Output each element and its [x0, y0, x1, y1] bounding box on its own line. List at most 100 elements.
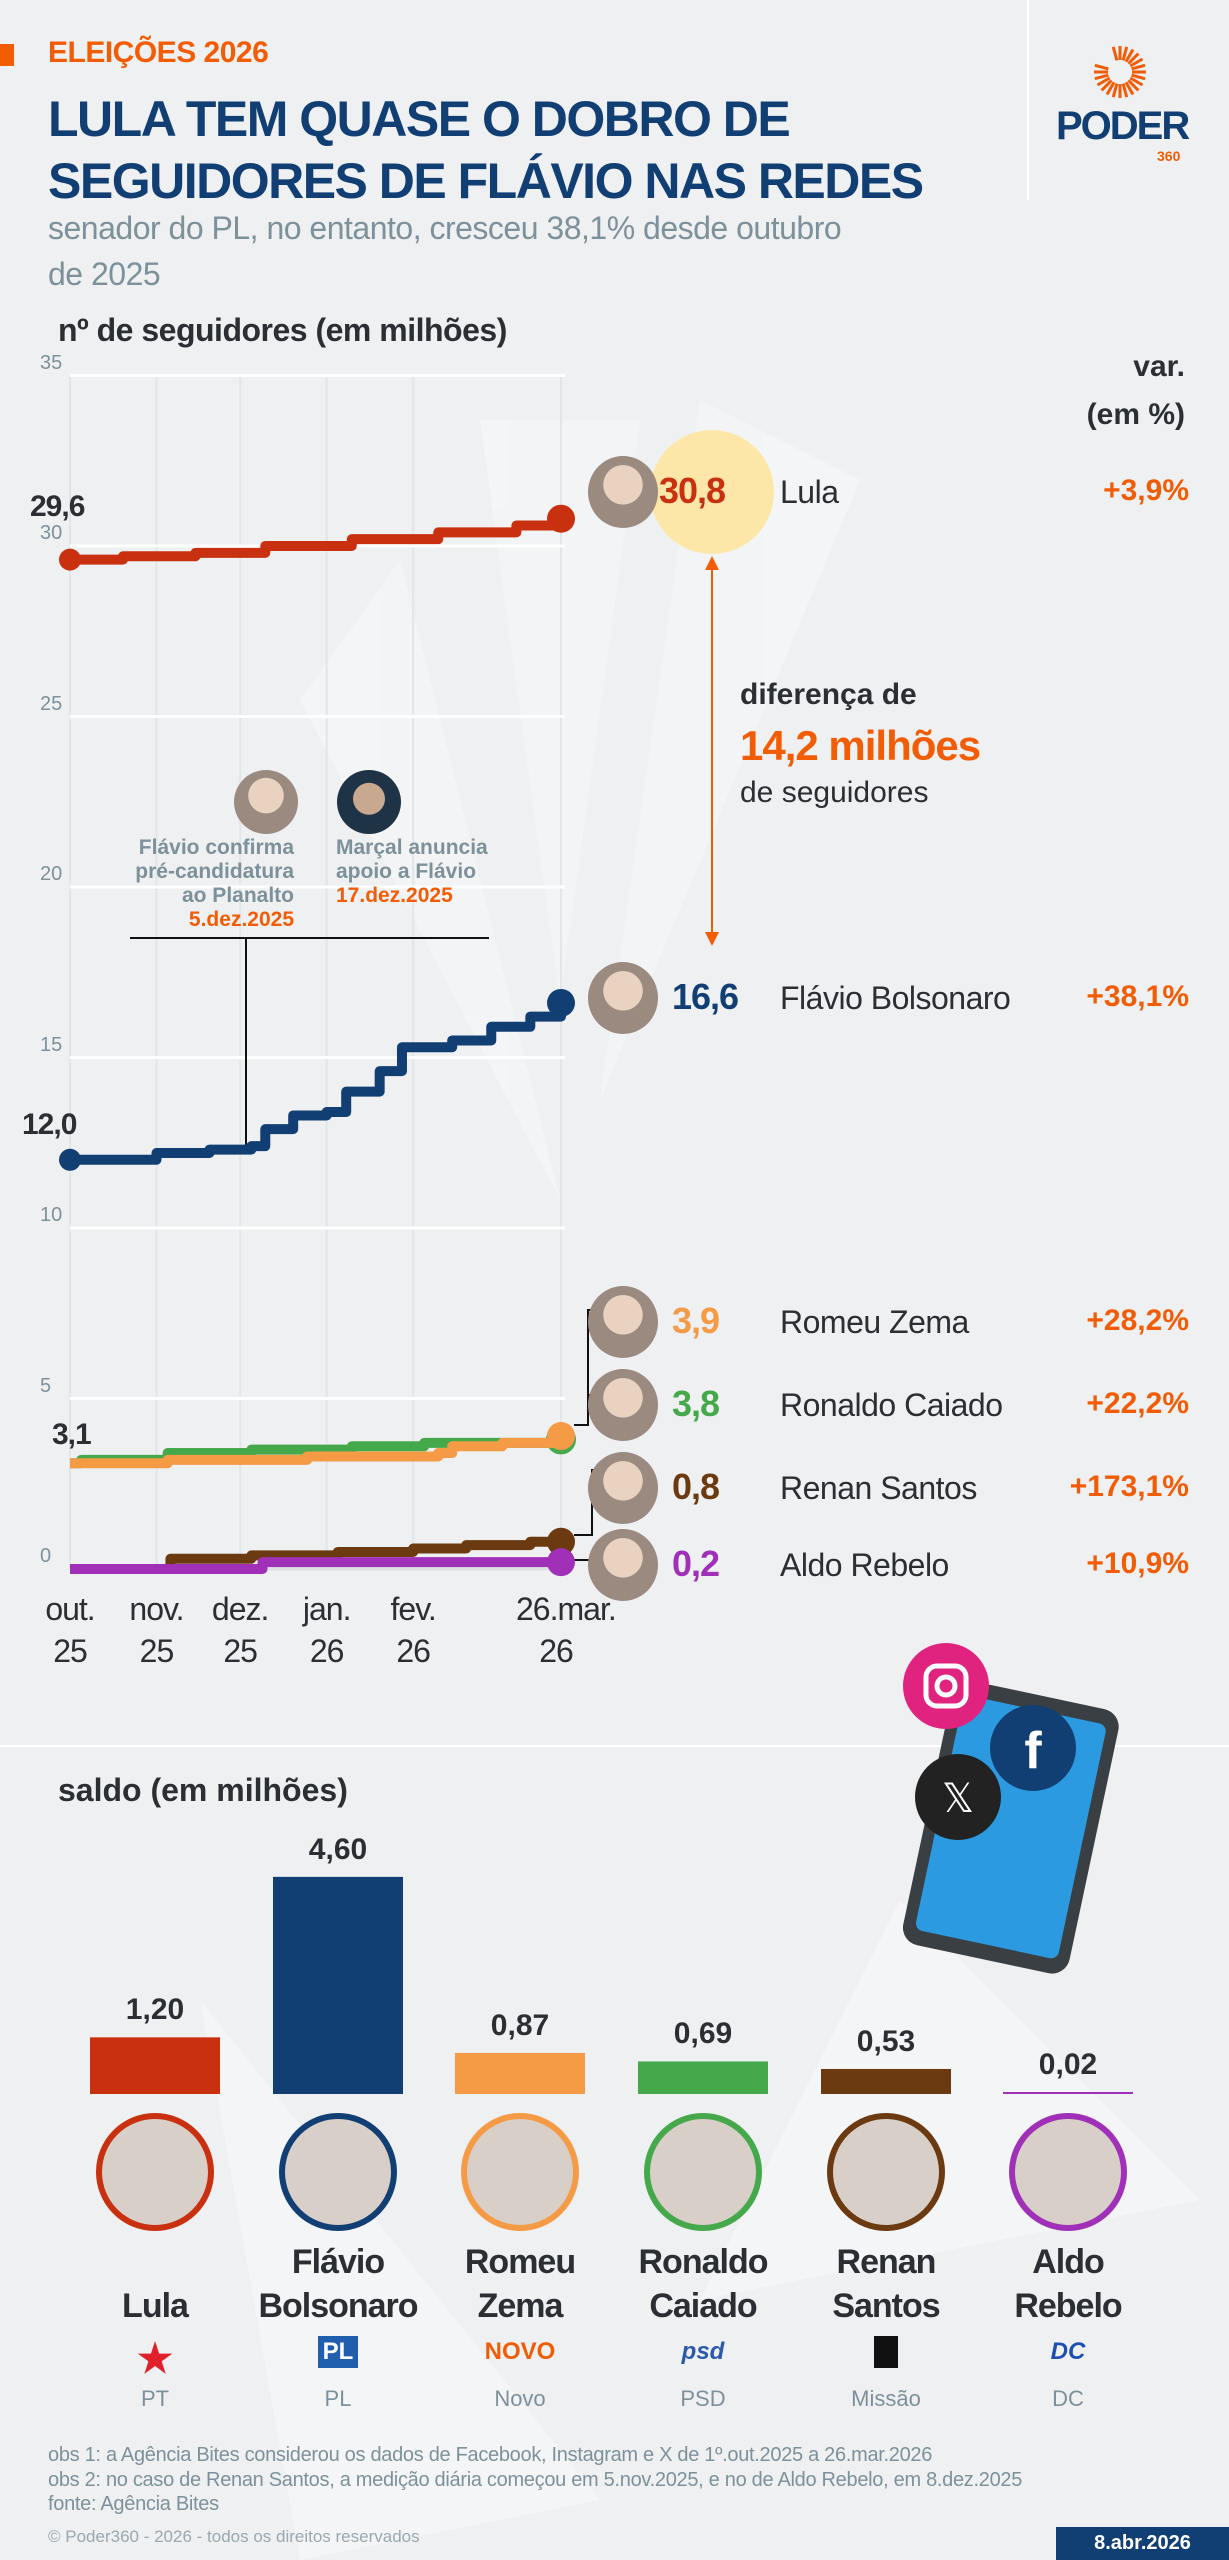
difference-line-3: de seguidores: [740, 776, 929, 809]
bar-flávio-bolsonaro: [273, 1876, 403, 2094]
series-name-aldo-rebelo: Aldo Rebelo: [780, 1547, 949, 1583]
end-value-renan-santos: 0,8: [672, 1466, 720, 1507]
bar-value-label: 0,02: [1038, 2048, 1098, 2081]
candidate-photo-flávio-bolsonaro: [279, 2113, 397, 2231]
candidate-photo-aldo-rebelo: [1009, 2113, 1127, 2231]
annotation-photo-flavio: [234, 770, 298, 834]
series-end-point: [547, 504, 575, 533]
x-tick-year: 25: [139, 1633, 175, 1669]
party-logo-text: PL: [317, 2336, 359, 2368]
subtitle-line-1: senador do PL, no entanto, cresceu 38,1%…: [48, 210, 842, 246]
var-aldo-rebelo: +10,9%: [1086, 1547, 1189, 1580]
party-logo-pl: PL: [258, 2336, 418, 2368]
series-name-renan-santos: Renan Santos: [780, 1470, 977, 1506]
name-line-1: Renan: [836, 2243, 937, 2281]
party-logo-pt: ★: [75, 2336, 235, 2382]
var-header-1: var.: [1133, 350, 1185, 383]
party-name: PT: [140, 2386, 170, 2411]
zema-end-point: [551, 1427, 571, 1448]
x-tick-month: jan.: [302, 1591, 352, 1627]
x-tick-month: nov.: [129, 1591, 184, 1627]
name-line-2: Caiado: [649, 2287, 757, 2325]
photo-lula: [588, 456, 658, 528]
annotation-bracket: [130, 937, 489, 1145]
y-tick-label: 10: [40, 1204, 63, 1226]
x-tick-label: fev. 26: [373, 1588, 453, 1672]
party-name: Novo: [494, 2386, 546, 2411]
headline-line-1: LULA TEM QUASE O DOBRO DE: [48, 91, 791, 147]
series-name-flávio-bolsonaro: Flávio Bolsonaro: [780, 980, 1011, 1016]
annotation-text: Marçal anuncia: [336, 836, 488, 859]
y-tick-label: 5: [40, 1374, 52, 1397]
headline-line-2: SEGUIDORES DE FLÁVIO NAS REDES: [48, 153, 924, 209]
end-value-aldo-rebelo: 0,2: [672, 1543, 720, 1584]
series-line-flávio-bolsonaro: [70, 1002, 566, 1165]
party-name: DC: [1052, 2386, 1084, 2411]
annotation-photo-marcal: [337, 770, 401, 834]
x-tick-month: 26.mar.: [516, 1591, 617, 1627]
x-tick-label: dez. 25: [200, 1588, 280, 1672]
flavio-start-label: 12,0: [22, 1108, 77, 1141]
name-line-2: Lula: [122, 2287, 189, 2325]
party-logo-text: NOVO: [484, 2338, 556, 2365]
party-logo-text: DC: [1050, 2338, 1086, 2365]
name-line-1: Aldo: [1032, 2243, 1105, 2281]
annotation-text: pré-candidatura: [135, 860, 294, 883]
candidate-photo-ronaldo-caiado: [644, 2113, 762, 2231]
note-2: obs 2: no caso de Renan Santos, a mediçã…: [48, 2469, 1023, 2491]
party-name: PL: [324, 2386, 352, 2411]
line-chart-title: nº de seguidores (em milhões): [58, 312, 507, 348]
x-tick-year: 26: [309, 1633, 345, 1669]
series-end-point: [547, 988, 575, 1017]
photo-aldo-rebelo: [588, 1529, 658, 1601]
end-value-flávio-bolsonaro: 16,6: [672, 976, 739, 1017]
svg-text:𝕏: 𝕏: [942, 1776, 974, 1822]
y-tick-label: 25: [40, 692, 63, 715]
photo-romeu-zema: [588, 1286, 658, 1358]
name-line-2: Rebelo: [1014, 2287, 1122, 2325]
candidate-photo-lula: [96, 2113, 214, 2231]
bar-chart-title: saldo (em milhões): [58, 1772, 348, 1808]
bar-aldo-rebelo: [1003, 2092, 1133, 2094]
annotation-date: 5.dez.2025: [188, 908, 294, 931]
note-1: obs 1: a Agência Bites considerou os dad…: [48, 2444, 933, 2466]
candidate-name: Lula: [60, 2240, 250, 2328]
end-value-romeu-zema: 3,9: [672, 1300, 720, 1341]
bar-renan-santos: [821, 2068, 951, 2094]
x-tick-month: fev.: [390, 1591, 437, 1627]
x-tick-label: nov. 25: [116, 1588, 196, 1672]
var-lula: +3,9%: [1103, 474, 1189, 507]
instagram-icon: [903, 1643, 989, 1729]
name-line-1: [60, 2240, 250, 2284]
candidate-photo-renan-santos: [827, 2113, 945, 2231]
svg-text:f: f: [1024, 1722, 1042, 1780]
end-value-ronaldo-caiado: 3,8: [672, 1383, 720, 1424]
logo-text: PODER: [1056, 104, 1190, 148]
bar-ronaldo-caiado: [638, 2061, 768, 2094]
y-tick-label: 30: [40, 522, 63, 544]
party-logo-dc: DC: [988, 2336, 1148, 2368]
candidate-name: Aldo Rebelo: [973, 2240, 1163, 2328]
series-name-ronaldo-caiado: Ronaldo Caiado: [780, 1387, 1003, 1423]
party-logo-novo: NOVO: [440, 2336, 600, 2368]
candidate-name: Ronaldo Caiado: [608, 2240, 798, 2328]
bar-value-label: 0,87: [490, 2008, 550, 2042]
x-tick-label: out. 25: [30, 1588, 110, 1672]
annotation-text: ao Planalto: [181, 884, 294, 907]
x-tick-year: 25: [223, 1633, 258, 1669]
series-end-point: [547, 1548, 575, 1577]
series-name-romeu-zema: Romeu Zema: [780, 1304, 969, 1340]
candidate-name: Romeu Zema: [425, 2240, 615, 2328]
bar-value-label: 1,20: [125, 1993, 185, 2027]
var-ronaldo-caiado: +22,2%: [1086, 1387, 1189, 1420]
candidate-name: Renan Santos: [791, 2240, 981, 2328]
x-tick-month: dez.: [211, 1591, 269, 1627]
candidate-photo-romeu-zema: [461, 2113, 579, 2231]
series-line-lula: [70, 518, 566, 565]
difference-line-1: diferença de: [740, 678, 917, 711]
difference-value: 14,2 milhões: [740, 722, 981, 769]
publish-date: 8.abr.2026: [1056, 2527, 1229, 2560]
series-end-point: [547, 1527, 575, 1556]
name-line-2: Bolsonaro: [258, 2287, 418, 2325]
bar-romeu-zema: [455, 2052, 585, 2094]
